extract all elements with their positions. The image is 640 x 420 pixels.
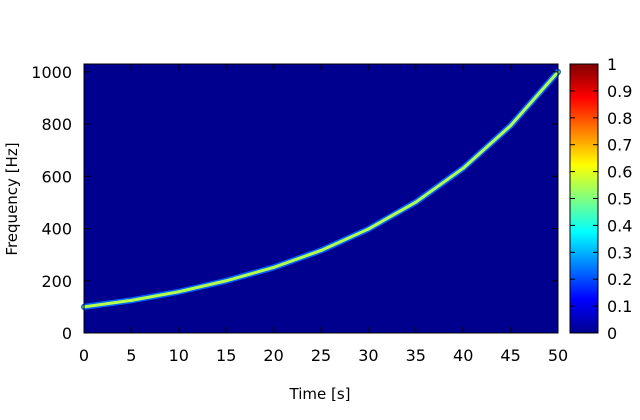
chirp-point [224, 279, 228, 283]
x-tick-label: 50 [548, 346, 568, 365]
colorbar-tick-label: 0.4 [607, 216, 632, 235]
colorbar-tick-label: 0 [607, 324, 617, 343]
y-tick-label: 600 [41, 167, 72, 186]
chirp-point [130, 298, 133, 302]
y-tick-label: 800 [41, 115, 72, 134]
x-tick-label: 30 [358, 346, 378, 365]
colorbar-tick-label: 0.8 [607, 109, 632, 128]
x-tick-label: 10 [169, 346, 189, 365]
x-tick-label: 40 [453, 346, 473, 365]
x-axis-label: Time [s] [289, 385, 351, 403]
chirp-point [177, 290, 181, 294]
plot-content [81, 68, 561, 310]
y-axis-label: Frequency [Hz] [3, 142, 21, 255]
chirp-point [272, 266, 275, 269]
colorbar-tick-label: 0.9 [607, 82, 632, 101]
x-axis: 0 5 10 15 20 25 30 35 40 45 50 [79, 64, 568, 365]
chirp-point [509, 124, 512, 128]
x-tick-label: 20 [263, 346, 283, 365]
colorbar-tick-label: 0.3 [607, 243, 632, 262]
x-tick-label: 25 [311, 346, 331, 365]
x-tick-label: 35 [406, 346, 426, 365]
chirp-point [319, 249, 323, 252]
chirp-point [461, 166, 465, 170]
colorbar-tick-label: 0.5 [607, 190, 632, 209]
colorbar-tick-label: 0.7 [607, 136, 632, 155]
colorbar-tick-label: 0.6 [607, 163, 632, 182]
y-tick-label: 400 [41, 220, 72, 239]
y-tick-label: 200 [41, 272, 72, 291]
x-tick-label: 5 [126, 346, 136, 365]
chirp-point [367, 227, 370, 231]
x-tick-label: 0 [79, 346, 89, 365]
x-tick-label: 15 [216, 346, 236, 365]
y-axis: 0 200 400 600 800 1000 [31, 63, 558, 343]
colorbar-tick-label: 1 [607, 55, 617, 74]
y-tick-label: 0 [62, 324, 72, 343]
chirp-point [414, 200, 418, 204]
plot-background [84, 64, 558, 333]
colorbar-tick-label: 0.1 [607, 297, 632, 316]
x-tick-label: 45 [500, 346, 520, 365]
colorbar-axis: 0 0.1 0.2 0.3 0.4 0.5 0.6 0.7 0.8 0.9 1 [570, 55, 632, 343]
colorbar-tick-label: 0.2 [607, 270, 632, 289]
y-tick-label: 1000 [31, 63, 72, 82]
